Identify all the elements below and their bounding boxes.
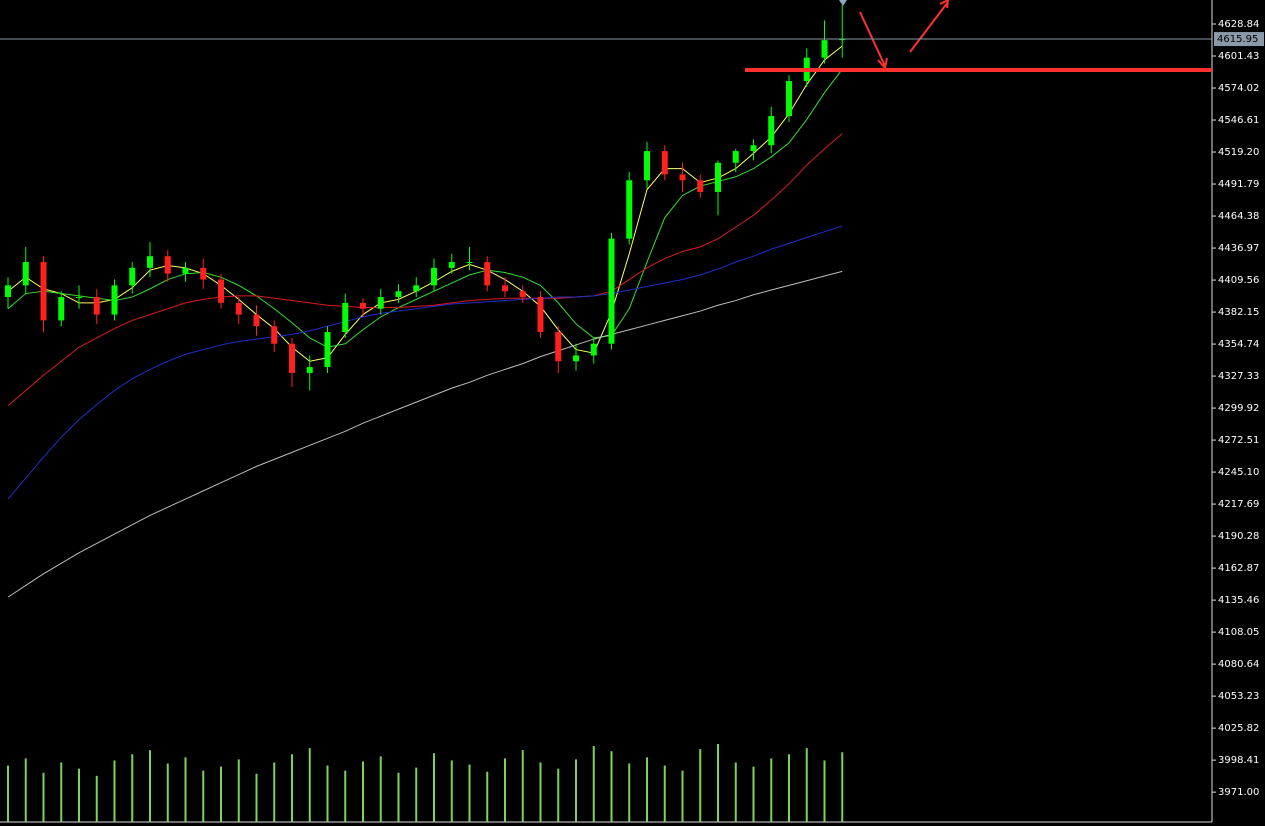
candle-body: [342, 302, 349, 333]
candle-body: [679, 174, 686, 181]
y-tick-label: 4080.64: [1218, 659, 1259, 670]
candle-body: [484, 262, 491, 286]
candle-body: [786, 81, 792, 117]
candle-body: [750, 145, 757, 152]
candle-body: [253, 314, 260, 327]
candle-body: [644, 151, 650, 181]
y-tick-label: 4464.38: [1218, 211, 1259, 222]
y-tick-label: 4025.82: [1218, 723, 1259, 734]
y-tick-label: 4053.23: [1218, 691, 1259, 702]
y-tick-label: 4327.33: [1218, 371, 1259, 382]
y-tick-label: 4299.92: [1218, 403, 1259, 414]
y-tick-label: 4574.02: [1218, 83, 1259, 94]
candle-body: [129, 267, 136, 286]
candle-body: [147, 256, 153, 268]
candle-body: [413, 285, 420, 292]
candle-body: [715, 162, 721, 192]
candle-body: [448, 262, 455, 268]
candle-body: [626, 180, 633, 239]
current-price-label: 4615.95: [1217, 34, 1258, 45]
y-tick-label: 4245.10: [1218, 467, 1259, 478]
candle-body: [93, 297, 100, 315]
candle-body: [182, 267, 189, 274]
y-tick-label: 4491.79: [1218, 179, 1259, 190]
candle-body: [40, 262, 47, 321]
candle-body: [5, 285, 11, 298]
candle-body: [218, 279, 224, 303]
y-tick-label: 4217.69: [1218, 499, 1259, 510]
moving-average-line: [7, 45, 843, 362]
y-tick-label: 4354.74: [1218, 339, 1259, 350]
marker: [839, 0, 847, 6]
drawn-arrow: [859, 11, 888, 71]
candle-body: [768, 116, 775, 146]
candle-body: [661, 151, 668, 175]
y-tick-label: 4601.43: [1218, 51, 1259, 62]
candle-body: [466, 262, 473, 264]
drawn-arrow: [909, 0, 950, 53]
y-tick-label: 4628.84: [1218, 19, 1259, 30]
candle-body: [289, 343, 295, 373]
moving-average-line: [7, 270, 843, 598]
candle-body: [271, 326, 278, 344]
candle-body: [324, 332, 331, 368]
y-tick-label: 4436.97: [1218, 243, 1259, 254]
plot-area: [5, 5, 846, 822]
y-tick-label: 4162.87: [1218, 563, 1259, 574]
current-price-box: [1214, 32, 1264, 47]
moving-average-line: [7, 133, 843, 407]
candle-body: [431, 267, 437, 286]
candle-body: [555, 332, 562, 362]
candle-body: [608, 238, 615, 344]
y-tick-label: 4272.51: [1218, 435, 1259, 446]
y-tick-label: 4108.05: [1218, 627, 1259, 638]
candle-body: [537, 297, 544, 333]
y-tick-label: 4382.15: [1218, 307, 1259, 318]
candle-body: [697, 180, 704, 192]
y-tick-label: 3971.00: [1218, 787, 1259, 798]
y-tick-label: 3998.41: [1218, 755, 1259, 766]
y-tick-label: 4190.28: [1218, 531, 1259, 542]
moving-average-line: [7, 225, 843, 500]
y-tick-label: 4135.46: [1218, 595, 1259, 606]
candle-body: [235, 302, 242, 315]
candle-body: [111, 285, 118, 315]
y-tick-label: 4409.56: [1218, 275, 1259, 286]
candle-body: [502, 285, 508, 292]
candle-body: [377, 297, 384, 309]
candle-body: [164, 256, 171, 274]
y-tick-label: 4546.61: [1218, 115, 1259, 126]
candle-body: [395, 291, 402, 298]
candle-body: [200, 267, 207, 280]
candle-body: [360, 302, 366, 309]
candle-body: [22, 262, 29, 286]
candle-body: [590, 343, 597, 356]
candle-body: [58, 297, 65, 321]
candle-body: [821, 40, 828, 58]
candle-body: [76, 297, 82, 299]
candle-body: [732, 151, 739, 163]
candle-body: [519, 291, 526, 298]
y-tick-label: 4519.20: [1218, 147, 1259, 158]
candle-body: [573, 355, 579, 362]
candle-body: [306, 367, 313, 373]
candle-body: [839, 38, 846, 41]
